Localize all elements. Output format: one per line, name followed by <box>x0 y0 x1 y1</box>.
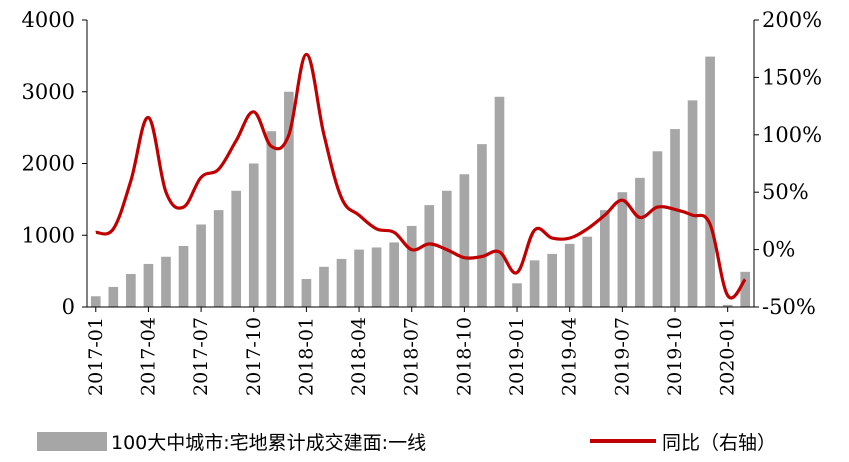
x-tick-label: 2017-07 <box>190 317 212 396</box>
x-tick-label: 2020-01 <box>717 317 739 396</box>
x-tick-label: 2018-10 <box>453 317 475 396</box>
bar <box>213 210 224 307</box>
bar <box>336 258 347 307</box>
bar <box>143 263 154 307</box>
bar <box>670 129 680 307</box>
bar <box>126 274 136 307</box>
bar <box>547 253 557 307</box>
bar <box>564 243 575 307</box>
x-tick-label: 2018-01 <box>295 317 317 396</box>
x-tick-label: 2017-10 <box>243 317 265 396</box>
left-tick-label: 1000 <box>22 223 75 247</box>
right-tick-label: -50% <box>762 295 816 319</box>
line-series <box>95 52 747 300</box>
x-tick-label: 2019-07 <box>611 317 633 396</box>
bar <box>90 296 101 307</box>
right-tick-label: 0% <box>762 238 795 262</box>
bar <box>284 91 294 307</box>
bar <box>266 131 277 307</box>
bar <box>512 283 522 307</box>
bar <box>108 286 119 307</box>
x-tick-label: 2019-10 <box>664 317 686 396</box>
bar <box>301 279 312 307</box>
right-tick-label: 150% <box>762 65 822 89</box>
x-tick-label: 2017-04 <box>137 317 159 396</box>
bar <box>406 225 417 307</box>
x-tick-label: 2019-04 <box>559 317 581 396</box>
left-tick-label: 0 <box>62 295 75 319</box>
bar <box>529 260 540 307</box>
bar <box>617 192 628 307</box>
bar <box>687 100 698 307</box>
x-axis-ticks: 2017-01 2017-04 2017-07 2017-10 2018-01 2018-… <box>85 307 739 396</box>
bar <box>477 144 487 307</box>
bar <box>652 151 663 307</box>
bar-series <box>90 56 751 308</box>
bar <box>424 205 435 307</box>
bar <box>248 163 259 307</box>
legend-swatch-bar <box>37 432 107 451</box>
left-tick-label: 3000 <box>22 80 75 104</box>
right-tick-label: 200% <box>762 8 822 32</box>
left-y-axis-ticks: 0 1000 2000 3000 4000 <box>22 8 87 319</box>
bar <box>599 210 610 307</box>
right-y-axis-ticks: -50% 0% 50% 100% 150% 200% <box>754 8 822 319</box>
bar <box>494 96 505 308</box>
bar <box>389 242 399 307</box>
legend-label-line: 同比（右轴） <box>662 432 776 454</box>
bar <box>740 271 751 307</box>
x-tick-label: 2017-01 <box>85 317 107 396</box>
bar <box>319 266 329 307</box>
bar <box>354 249 364 307</box>
bar <box>722 304 733 307</box>
bar <box>231 190 242 307</box>
bar <box>371 247 382 307</box>
left-tick-label: 4000 <box>22 8 75 32</box>
bar <box>161 256 171 307</box>
legend: 100大中城市:宅地累计成交建面:一线 同比（右轴） <box>37 432 776 454</box>
bar <box>196 224 206 307</box>
legend-label-bar: 100大中城市:宅地累计成交建面:一线 <box>111 432 426 454</box>
bar <box>178 246 189 307</box>
x-tick-label: 2018-04 <box>348 317 370 396</box>
bar <box>459 174 470 307</box>
yoy-line <box>95 52 747 300</box>
right-tick-label: 50% <box>762 180 809 204</box>
x-tick-label: 2019-01 <box>506 317 528 396</box>
bar <box>582 236 593 307</box>
bar <box>705 56 715 308</box>
x-tick-label: 2018-07 <box>401 317 423 396</box>
right-tick-label: 100% <box>762 123 822 147</box>
left-tick-label: 2000 <box>22 152 75 176</box>
bar <box>635 177 645 307</box>
